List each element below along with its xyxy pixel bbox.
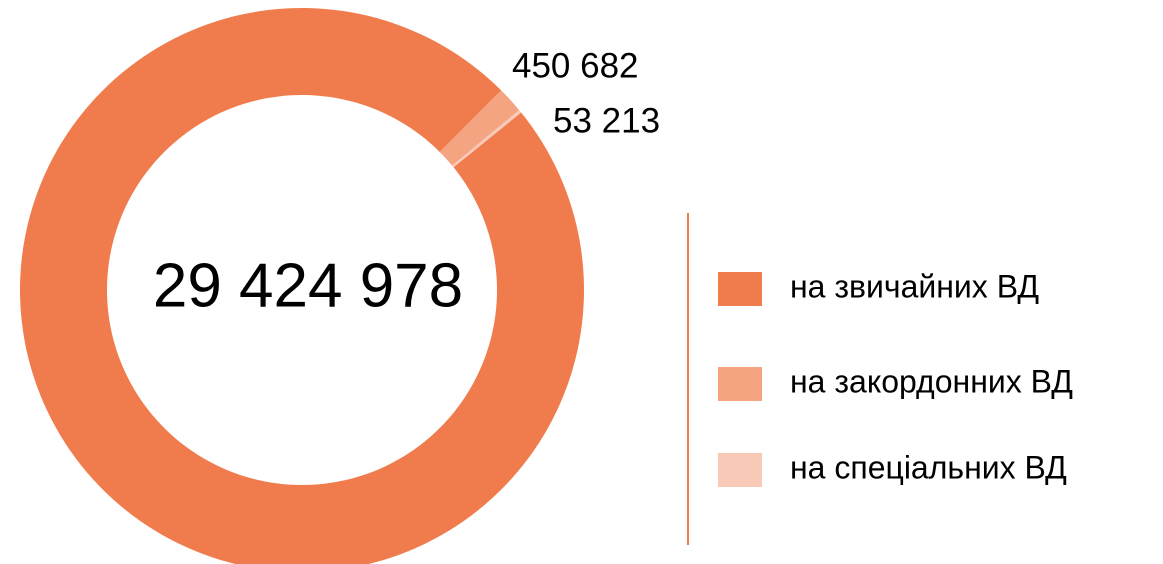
legend-swatch: [718, 367, 762, 401]
donut-segment: [439, 90, 520, 166]
donut-segment: [452, 110, 522, 168]
legend-swatch: [718, 453, 762, 487]
legend-label: на спеціальних ВД: [790, 449, 1067, 485]
donut-segment: [20, 8, 584, 564]
value-label: 53 213: [553, 101, 660, 140]
value-label: 450 682: [512, 46, 639, 85]
legend-label: на звичайних ВД: [790, 268, 1039, 304]
legend-label: на закордонних ВД: [790, 363, 1073, 399]
legend-swatch: [718, 272, 762, 306]
center-label: 29 424 978: [153, 251, 463, 320]
